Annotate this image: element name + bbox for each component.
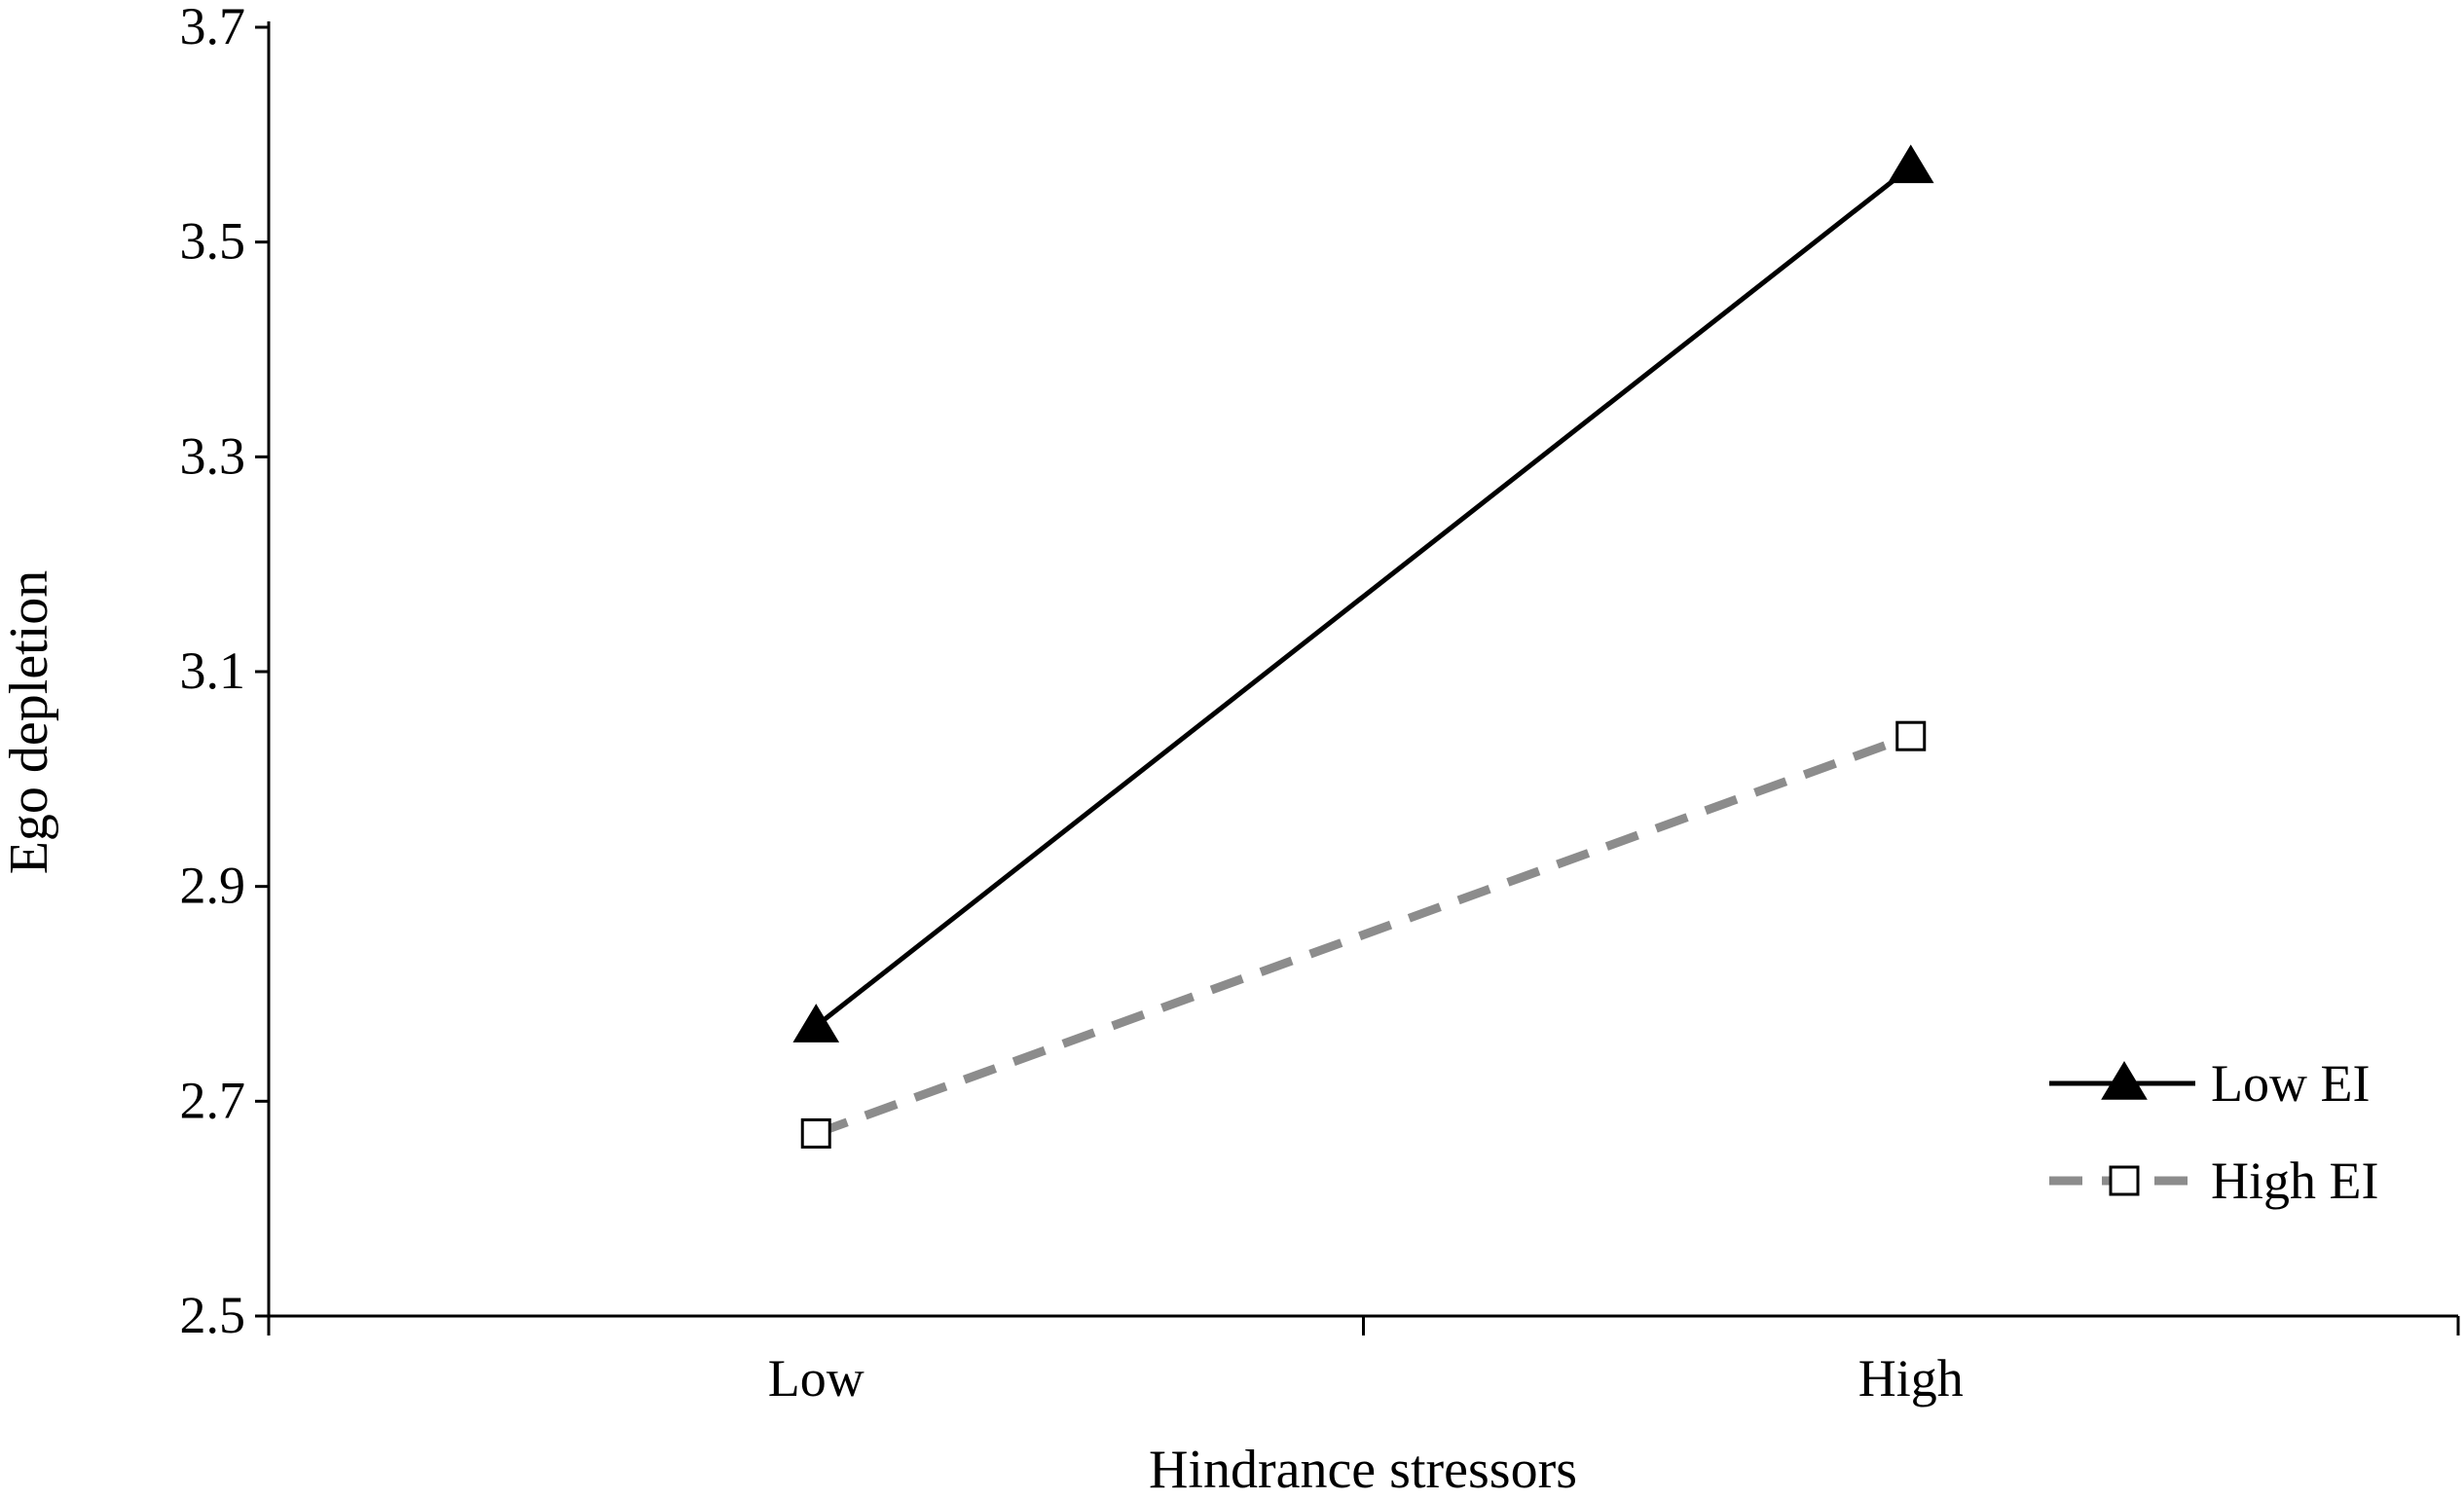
y-tick-label-3: 3.1 [180,641,246,700]
x-axis-title: Hindrance stressors [1149,1440,1577,1495]
x-tick-label-0: Low [768,1349,864,1408]
series-layer [792,144,1934,1149]
y-tick-label-5: 3.5 [180,212,246,271]
y-axis-title: Ego depletion [0,570,59,875]
axes: 2.5 2.7 2.9 3.1 3.3 3.5 3.7 Low High [180,0,2460,1408]
series-line-0 [814,165,1913,1029]
y-tick-label-4: 3.3 [180,426,246,485]
series-1-point-0 [800,1117,831,1149]
series-0-point-1 [1887,144,1934,184]
y-tick-label-2: 2.9 [180,857,246,915]
legend-label-1: High EI [2211,1152,2378,1210]
y-tick-label-6: 3.7 [180,0,246,55]
y-tick-label-1: 2.7 [180,1071,246,1129]
series-1-point-1 [1895,720,1927,751]
legend-label-0: Low EI [2211,1054,2370,1113]
legend-marker-1 [2109,1165,2140,1196]
legend: Low EI High EI [2049,1054,2378,1210]
y-tick-label-0: 2.5 [180,1286,246,1344]
series-line-1 [814,731,1913,1138]
legend-marker-0 [2101,1061,2148,1100]
x-tick-label-1: High [1858,1349,1964,1408]
series-0-point-0 [792,1004,840,1043]
